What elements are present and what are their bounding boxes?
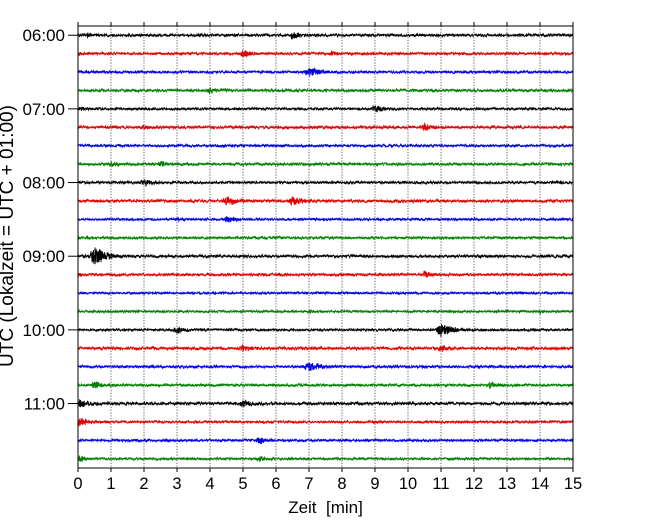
svg-text:12: 12: [465, 475, 483, 493]
svg-text:11: 11: [432, 475, 449, 493]
svg-text:10: 10: [399, 475, 417, 493]
svg-text:Zeit [min]: Zeit [min]: [288, 498, 363, 517]
svg-text:0: 0: [73, 475, 82, 493]
svg-text:09:00: 09:00: [22, 247, 65, 266]
svg-text:5: 5: [238, 475, 247, 493]
svg-text:15: 15: [564, 475, 582, 493]
svg-text:4: 4: [205, 475, 214, 493]
svg-text:14: 14: [531, 475, 549, 493]
svg-text:8: 8: [337, 475, 346, 493]
svg-text:11:00: 11:00: [24, 395, 65, 414]
svg-text:13: 13: [498, 475, 516, 493]
svg-text:08:00: 08:00: [22, 174, 65, 193]
svg-text:10:00: 10:00: [22, 321, 65, 340]
svg-text:07:00: 07:00: [22, 100, 65, 119]
svg-text:1: 1: [106, 475, 115, 493]
svg-text:3: 3: [172, 475, 181, 493]
svg-text:6: 6: [271, 475, 280, 493]
svg-text:9: 9: [370, 475, 379, 493]
svg-text:UTC (Lokalzeit = UTC + 01:00): UTC (Lokalzeit = UTC + 01:00): [0, 105, 18, 367]
svg-text:2: 2: [139, 475, 148, 493]
svg-text:7: 7: [304, 475, 313, 493]
svg-text:06:00: 06:00: [22, 26, 65, 45]
